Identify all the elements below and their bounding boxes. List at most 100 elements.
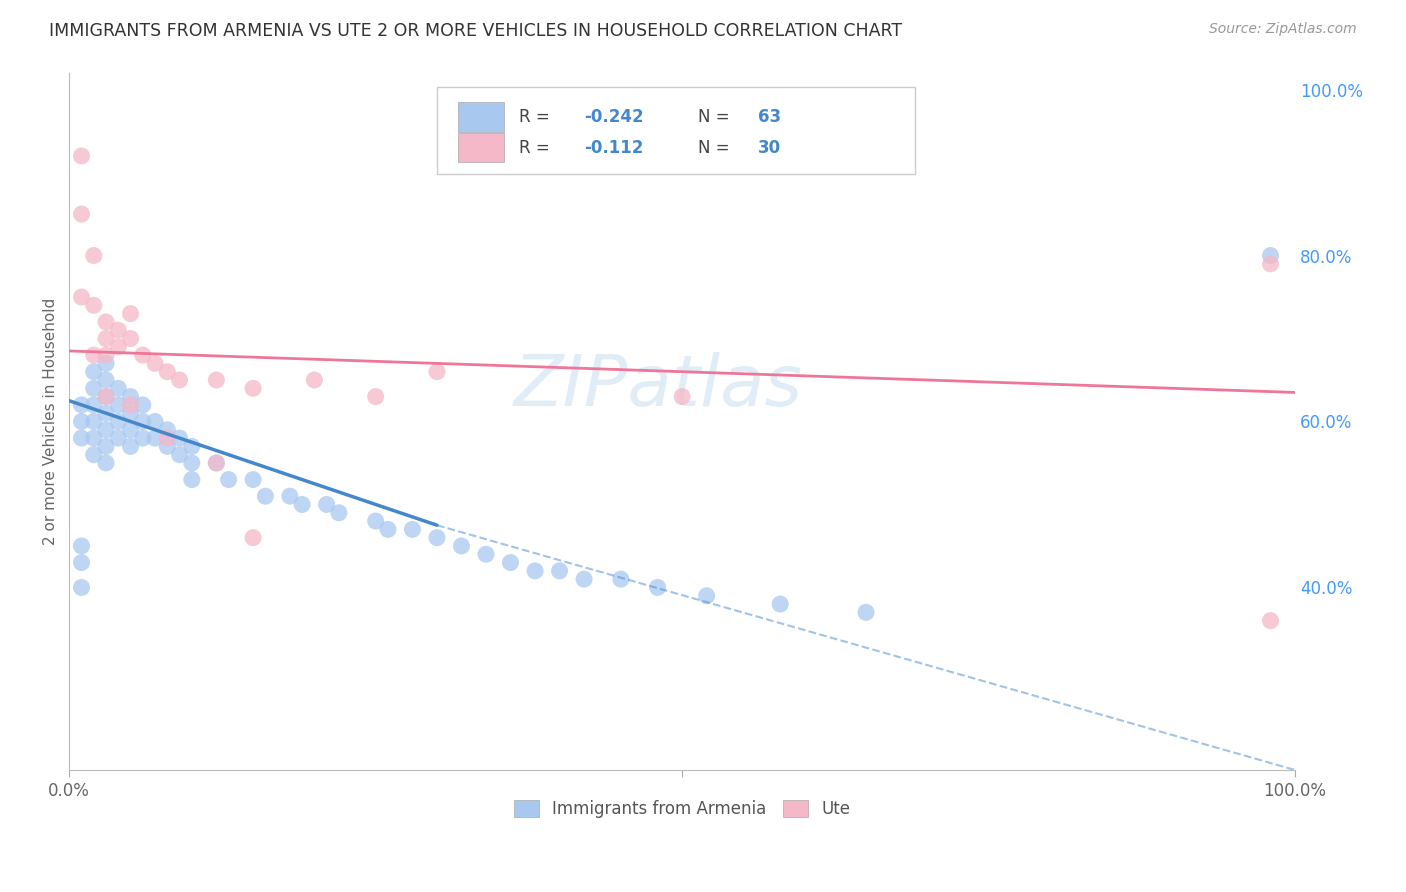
FancyBboxPatch shape — [437, 87, 915, 174]
Point — [107, 381, 129, 395]
Point — [524, 564, 547, 578]
Point — [132, 348, 155, 362]
Point — [855, 605, 877, 619]
Legend: Immigrants from Armenia, Ute: Immigrants from Armenia, Ute — [508, 793, 858, 824]
Point — [180, 439, 202, 453]
Point — [254, 489, 277, 503]
Point — [70, 207, 93, 221]
Point — [70, 290, 93, 304]
Point — [205, 456, 228, 470]
Point — [1260, 257, 1282, 271]
Text: -0.242: -0.242 — [583, 108, 644, 126]
Point — [120, 307, 142, 321]
Point — [70, 398, 93, 412]
Point — [83, 448, 105, 462]
Point — [120, 423, 142, 437]
Point — [83, 431, 105, 445]
Point — [169, 431, 191, 445]
Point — [83, 248, 105, 262]
Text: 63: 63 — [758, 108, 782, 126]
Point — [1260, 614, 1282, 628]
Point — [143, 431, 166, 445]
Point — [107, 431, 129, 445]
Point — [671, 390, 693, 404]
Point — [132, 415, 155, 429]
Point — [499, 556, 522, 570]
Point — [83, 398, 105, 412]
Point — [401, 522, 423, 536]
Point — [696, 589, 718, 603]
Point — [143, 356, 166, 370]
Point — [1260, 248, 1282, 262]
Point — [120, 331, 142, 345]
Point — [304, 373, 326, 387]
Point — [132, 431, 155, 445]
Point — [291, 498, 314, 512]
Point — [377, 522, 399, 536]
Point — [450, 539, 472, 553]
Text: R =: R = — [519, 108, 555, 126]
Y-axis label: 2 or more Vehicles in Household: 2 or more Vehicles in Household — [44, 298, 58, 545]
Point — [180, 473, 202, 487]
Point — [120, 406, 142, 420]
Point — [70, 149, 93, 163]
Point — [548, 564, 571, 578]
Point — [83, 365, 105, 379]
Point — [426, 531, 449, 545]
Text: N =: N = — [697, 108, 735, 126]
Point — [94, 456, 117, 470]
Text: N =: N = — [697, 138, 735, 157]
Text: -0.112: -0.112 — [583, 138, 644, 157]
Point — [107, 415, 129, 429]
Point — [94, 423, 117, 437]
Point — [205, 456, 228, 470]
Point — [70, 539, 93, 553]
Text: R =: R = — [519, 138, 561, 157]
Point — [242, 531, 264, 545]
Point — [107, 398, 129, 412]
Point — [328, 506, 350, 520]
Point — [94, 373, 117, 387]
Point — [94, 390, 117, 404]
Point — [364, 390, 387, 404]
Point — [94, 348, 117, 362]
Point — [156, 439, 179, 453]
Point — [364, 514, 387, 528]
Point — [242, 473, 264, 487]
Point — [156, 431, 179, 445]
Point — [475, 547, 498, 561]
Point — [70, 415, 93, 429]
Point — [120, 398, 142, 412]
Point — [107, 340, 129, 354]
Point — [156, 365, 179, 379]
Point — [83, 415, 105, 429]
Point — [156, 423, 179, 437]
Point — [218, 473, 240, 487]
Point — [70, 581, 93, 595]
Text: Source: ZipAtlas.com: Source: ZipAtlas.com — [1209, 22, 1357, 37]
Point — [94, 439, 117, 453]
Point — [94, 390, 117, 404]
Point — [169, 373, 191, 387]
Point — [70, 431, 93, 445]
Point — [70, 556, 93, 570]
Point — [120, 439, 142, 453]
Point — [242, 381, 264, 395]
Text: ZIPatlas: ZIPatlas — [513, 352, 801, 421]
Point — [647, 581, 669, 595]
FancyBboxPatch shape — [458, 133, 505, 162]
Point — [120, 390, 142, 404]
Point — [180, 456, 202, 470]
Point — [278, 489, 301, 503]
Text: IMMIGRANTS FROM ARMENIA VS UTE 2 OR MORE VEHICLES IN HOUSEHOLD CORRELATION CHART: IMMIGRANTS FROM ARMENIA VS UTE 2 OR MORE… — [49, 22, 903, 40]
Point — [426, 365, 449, 379]
Point — [169, 448, 191, 462]
Point — [94, 356, 117, 370]
Point — [315, 498, 337, 512]
Point — [610, 572, 633, 586]
Point — [94, 331, 117, 345]
Point — [94, 315, 117, 329]
Point — [83, 381, 105, 395]
Text: 30: 30 — [758, 138, 782, 157]
Point — [94, 406, 117, 420]
